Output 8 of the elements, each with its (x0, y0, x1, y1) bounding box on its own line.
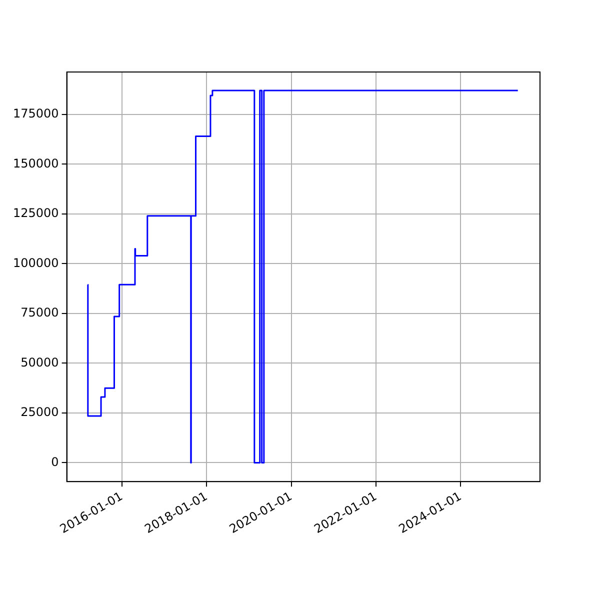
y-tick-label: 25000 (20, 405, 59, 420)
y-tick-label: 0 (51, 454, 59, 469)
y-tick-label: 75000 (20, 306, 59, 320)
y-tick-label: 100000 (12, 256, 59, 270)
y-tick-label: 150000 (12, 156, 59, 170)
y-tick-label: 125000 (12, 206, 59, 220)
y-tick-label: 175000 (12, 106, 59, 121)
y-tick-label: 50000 (20, 355, 59, 370)
